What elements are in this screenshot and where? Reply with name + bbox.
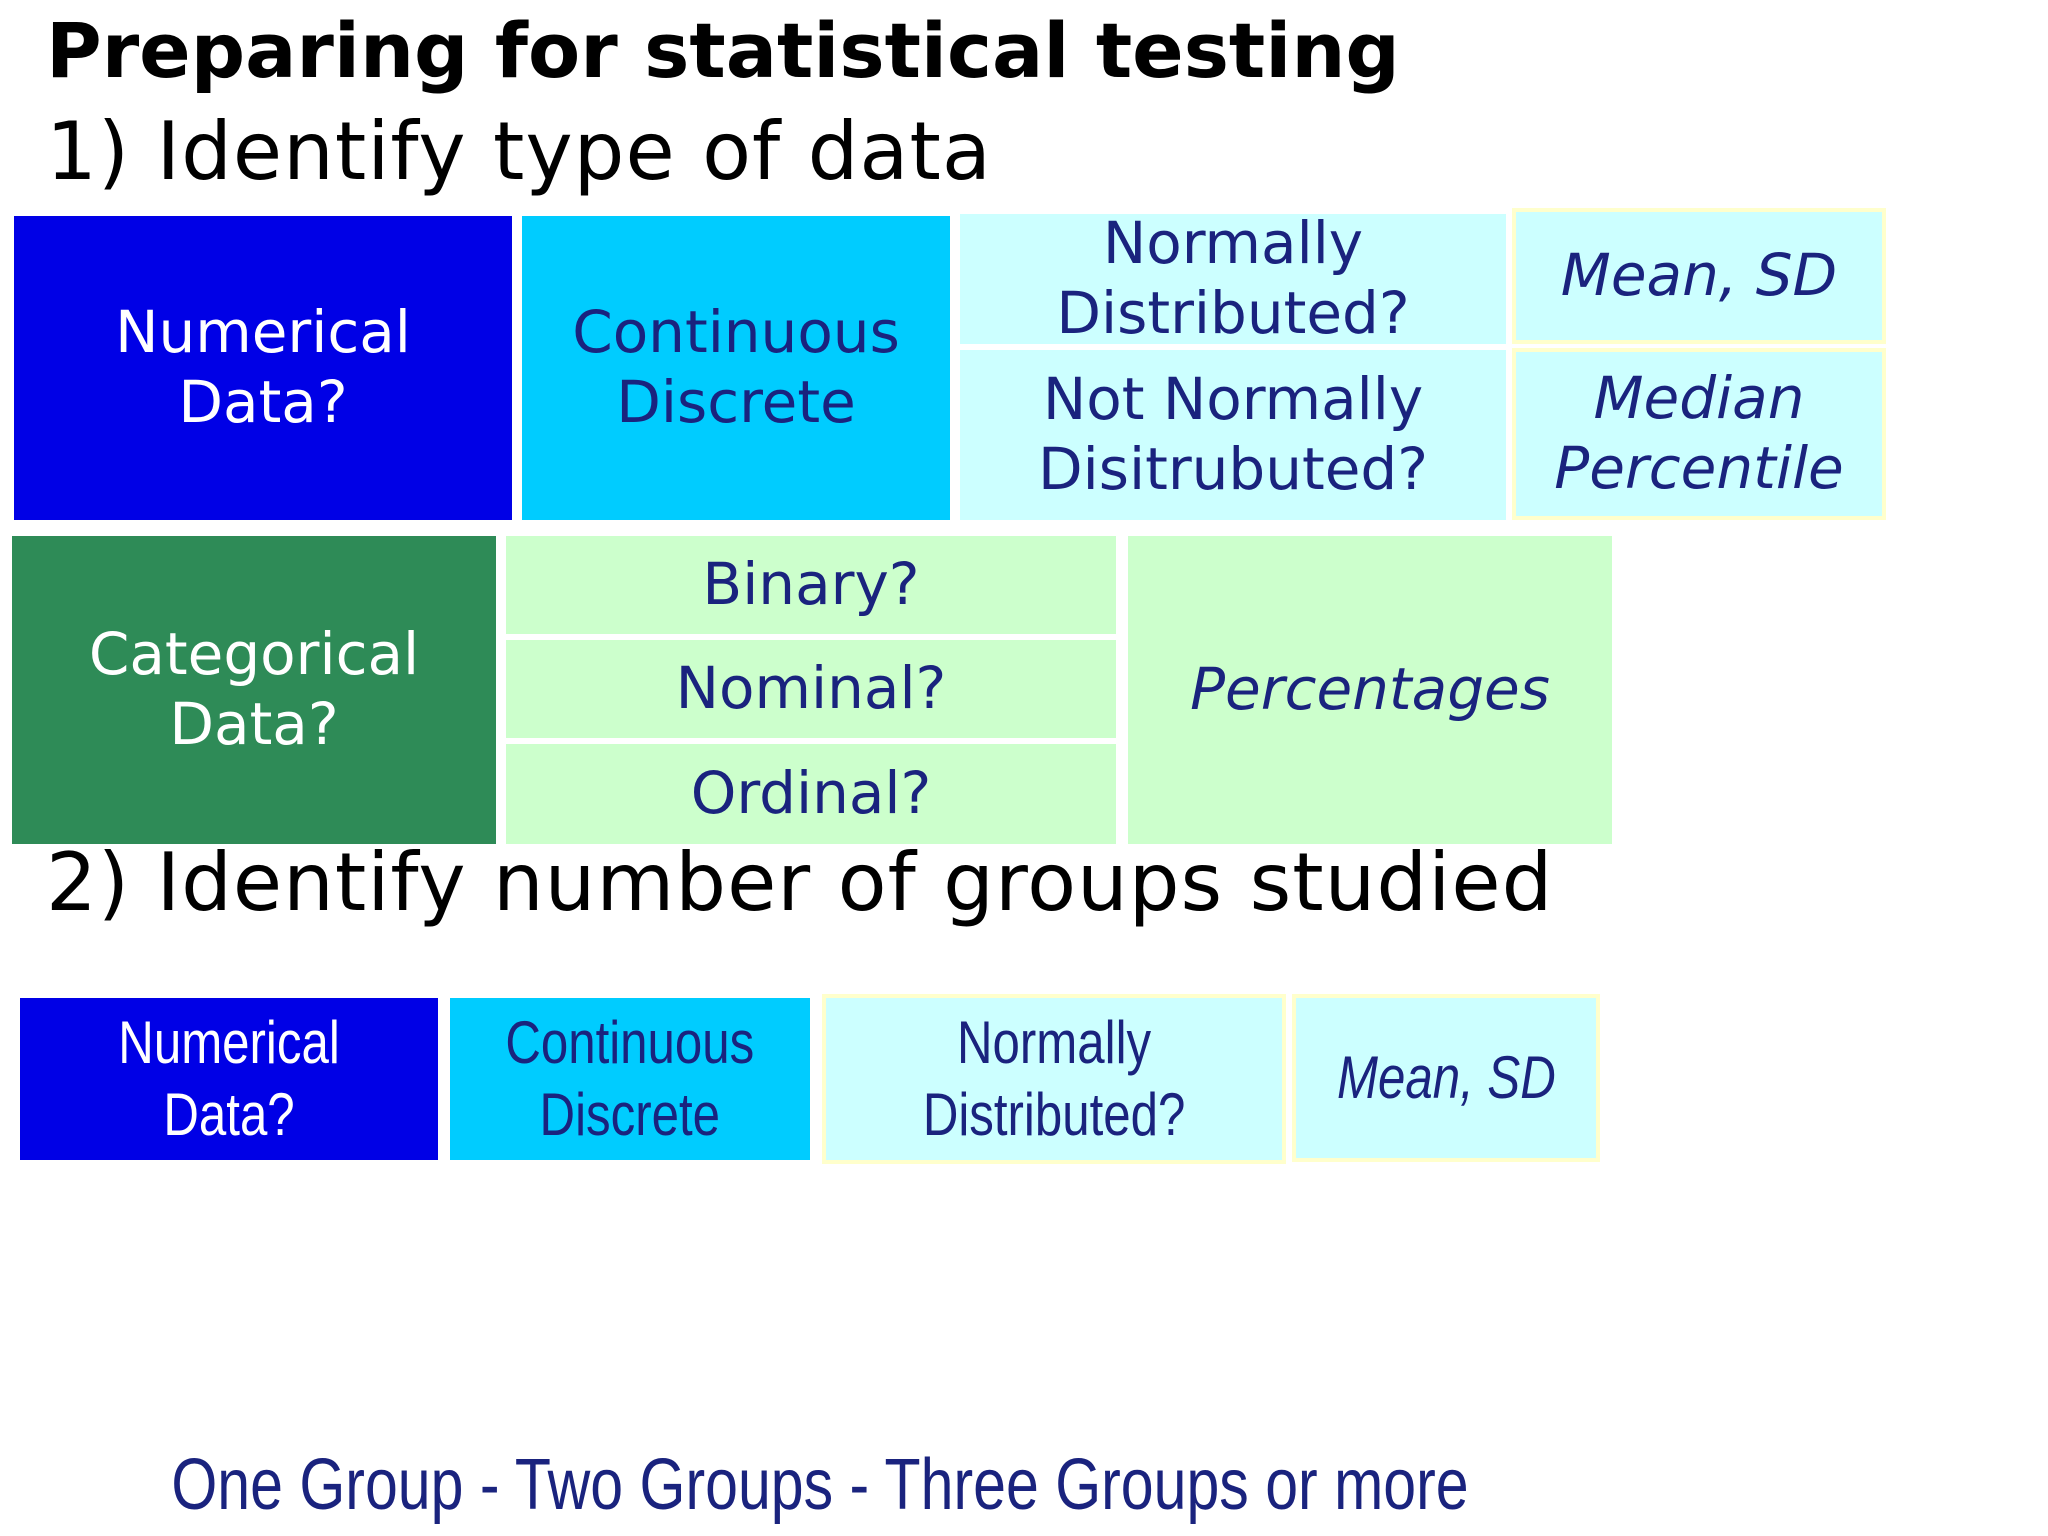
mean-sd-box: Mean, SD [1512,208,1886,344]
not-normally-distributed-box: Not Normally Disitrubuted? [960,350,1506,520]
not-normally-distributed-label: Not Normally Disitrubuted? [1037,365,1429,503]
numerical-data-label: Numerical Data? [115,298,411,436]
continuous-discrete-box: Continuous Discrete [522,216,950,520]
binary-label: Binary? [702,550,920,619]
continuous-discrete-box-2: Continuous Discrete [450,998,810,1160]
categorical-data-label: Categorical Data? [88,620,420,758]
continuous-discrete-label-2: Continuous Discrete [505,1009,755,1148]
binary-box: Binary? [506,536,1116,634]
normally-distributed-label-2: Normally Distributed? [922,1009,1186,1148]
continuous-discrete-label: Continuous Discrete [572,298,900,436]
median-percentile-box: Median Percentile [1512,348,1886,520]
numerical-data-box-2: Numerical Data? [20,998,438,1160]
nominal-label: Nominal? [675,654,947,723]
median-percentile-label: Median Percentile [1554,364,1844,502]
numerical-data-box: Numerical Data? [14,216,512,520]
nominal-box: Nominal? [506,640,1116,738]
mean-sd-label: Mean, SD [1560,241,1838,310]
number-of-groups-line: One Group - Two Groups - Three Groups or… [160,1440,1480,1530]
normally-distributed-box: Normally Distributed? [960,209,1506,347]
step-2-heading: 2) Identify number of groups studied [46,836,1554,929]
percentages-box: Percentages [1128,536,1612,844]
normally-distributed-box-2: Normally Distributed? [822,994,1286,1164]
percentages-label: Percentages [1190,655,1550,724]
mean-sd-label-2: Mean, SD [1336,1044,1556,1111]
step-1-heading: 1) Identify type of data [46,105,992,198]
page-title: Preparing for statistical testing [46,6,1400,95]
categorical-data-box: Categorical Data? [12,536,496,844]
normally-distributed-label: Normally Distributed? [1056,209,1410,347]
numerical-data-label-2: Numerical Data? [118,1009,340,1148]
ordinal-label: Ordinal? [690,759,932,828]
ordinal-box: Ordinal? [506,744,1116,844]
mean-sd-box-2: Mean, SD [1292,994,1600,1162]
number-of-groups-text: One Group - Two Groups - Three Groups or… [171,1445,1469,1525]
